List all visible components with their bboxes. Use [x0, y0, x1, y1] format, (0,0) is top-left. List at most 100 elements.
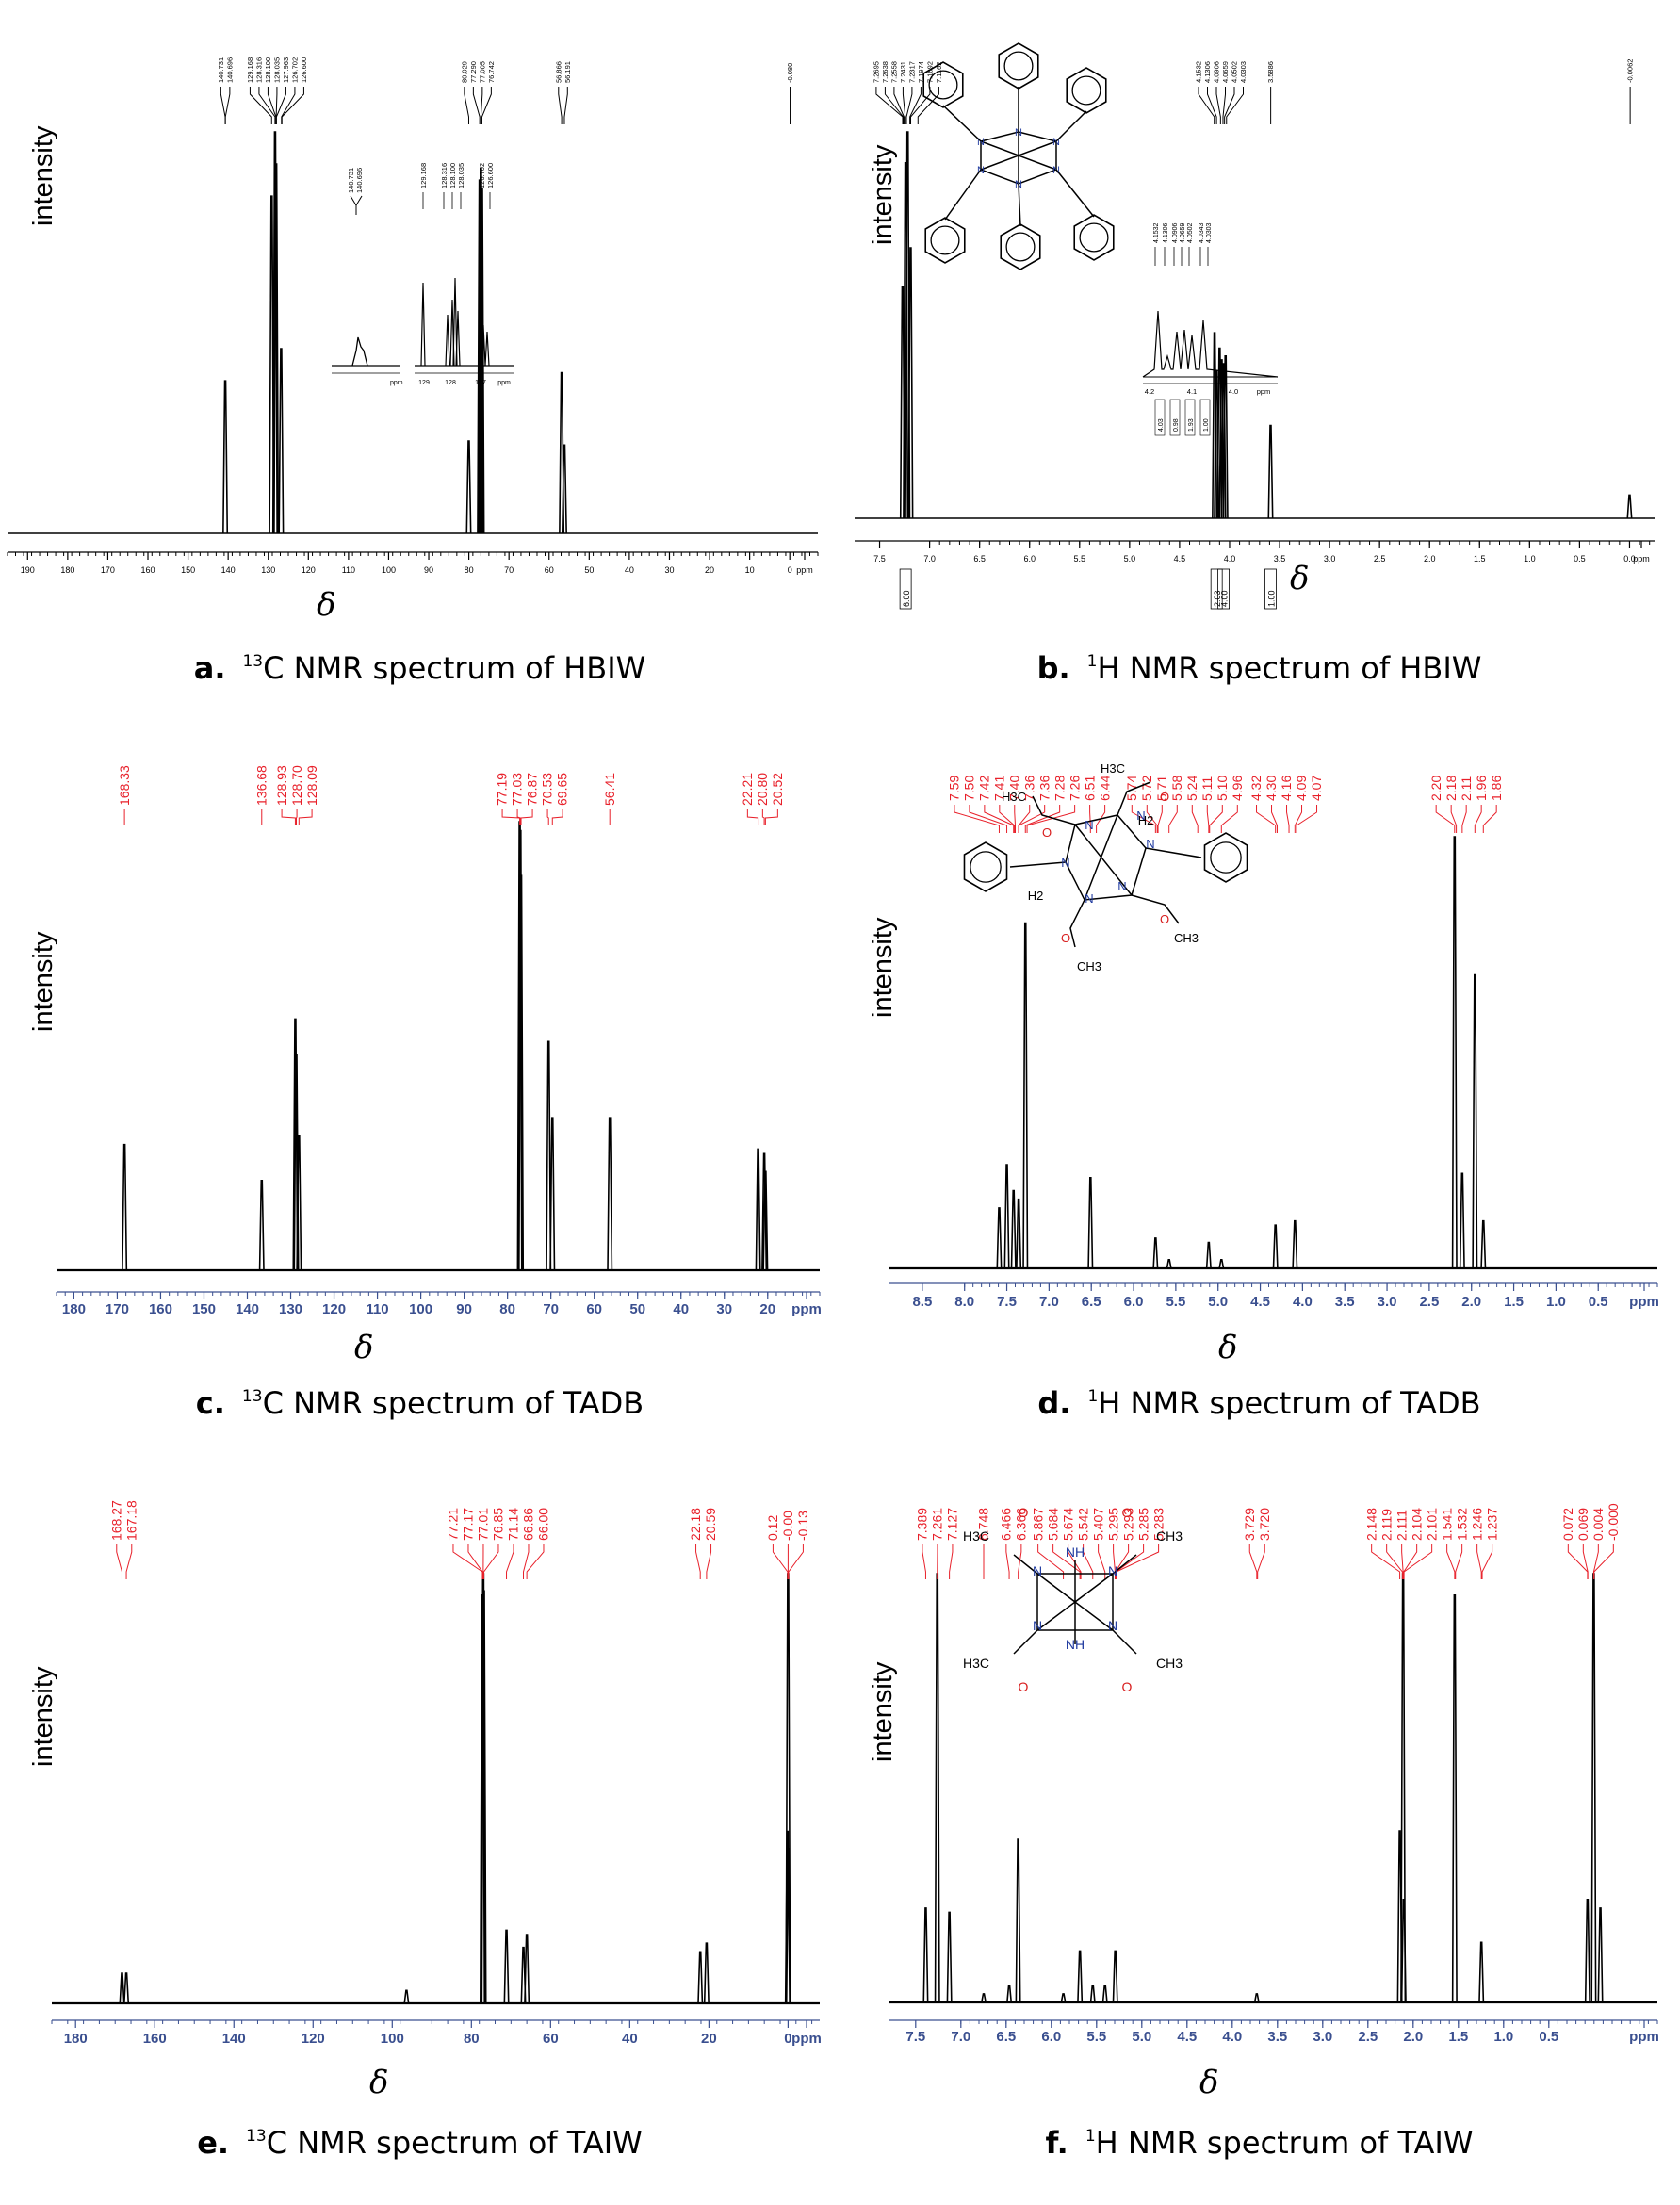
x-tick-label: 4.0	[1222, 2029, 1242, 2045]
spectrum-a: 190 180 170 160 150 140 130 120 110 100 90 80 70 60 50…	[7, 57, 819, 575]
shift-label-leader	[472, 87, 481, 124]
integral-group: 6.00 2.034.00 1.00	[899, 568, 1277, 610]
spectrum-trace-group	[889, 1573, 1657, 2004]
shift-label: 4.16	[1279, 776, 1294, 801]
shift-label-leader	[1474, 805, 1482, 833]
peak-3	[981, 1993, 987, 2003]
benzyl-bond	[1018, 183, 1021, 227]
shift-label: 5.74	[1124, 776, 1139, 801]
x-tick-label: 7.0	[951, 2029, 970, 2045]
caption-b: b. 1H NMR spectrum of HBIW	[840, 650, 1679, 686]
inset-shift-label: 4.1532	[1153, 222, 1160, 243]
integral-box	[1264, 568, 1277, 610]
inset-shift-label: 4.1306	[1163, 222, 1169, 243]
shift-label-leader	[464, 87, 469, 124]
shift-label: -0.00	[780, 1511, 795, 1541]
nitrogen-atom: N	[1015, 127, 1022, 139]
caption-letter: b.	[1036, 650, 1070, 686]
nucleus: C	[266, 2125, 288, 2161]
inset-shift-label: 140.696	[355, 168, 364, 193]
caption-letter: e.	[197, 2125, 230, 2161]
shift-label: 1.237	[1484, 1508, 1499, 1541]
shift-label: 5.58	[1169, 776, 1184, 801]
peak-10	[1272, 1224, 1279, 1269]
x-tick-label: 4.0	[1224, 554, 1236, 564]
shift-label-leader	[1005, 1544, 1010, 1579]
shift-label: 168.27	[108, 1500, 123, 1541]
shift-label: 7.42	[977, 776, 992, 801]
inset-shift-label: 126.600	[486, 163, 495, 188]
shift-label: 7.28	[1052, 776, 1067, 801]
shift-label-leader	[558, 87, 563, 124]
y-axis-label: intensity	[868, 1661, 898, 1762]
group-label: CH3	[1077, 959, 1101, 973]
caption-text: NMR spectrum of TAIW	[1127, 2125, 1474, 2161]
inset-tick-label: 129	[418, 380, 430, 386]
shift-label-leader	[746, 809, 759, 825]
shift-label: 5.293	[1120, 1508, 1135, 1541]
shift-label: 7.2638	[881, 61, 889, 83]
benzyl-bond	[944, 169, 982, 220]
peak-9	[549, 1117, 556, 1271]
peak-4	[1022, 922, 1029, 1269]
shift-label-leader	[1089, 805, 1091, 833]
shift-label-leader	[1461, 805, 1467, 833]
shift-label: 69.65	[555, 773, 570, 806]
inset-shift-label: 4.0303	[1206, 222, 1213, 243]
oxygen-atom: O	[1122, 1505, 1133, 1520]
x-tick-label: 130	[261, 565, 275, 575]
inset-peak-3	[452, 277, 458, 367]
shift-label-leader	[1098, 1544, 1106, 1579]
caption-text: NMR spectrum of TAIW	[297, 2125, 643, 2161]
x-tick-label: 50	[584, 565, 594, 575]
shift-label: 4.0906	[1213, 61, 1221, 83]
benzene-ring	[963, 841, 1008, 892]
shift-label: 77.17	[461, 1508, 476, 1541]
inset-shift-label: 140.731	[347, 168, 355, 193]
x-tick-label: 7.0	[923, 554, 936, 564]
y-axis-label: intensity	[868, 144, 898, 245]
x-tick-label: 90	[424, 565, 433, 575]
x-tick-label: 80	[464, 2031, 480, 2047]
x-tick-label: ppm	[791, 2031, 822, 2047]
peak-13	[762, 1170, 769, 1271]
x-tick-label: ppm	[1629, 1294, 1659, 1310]
aromatic-circle	[930, 225, 960, 255]
shift-label-leader	[1052, 1544, 1081, 1579]
nitrogen-atom: N	[1136, 808, 1145, 823]
shift-label: 7.389	[915, 1508, 930, 1541]
shift-label-leader	[1403, 1544, 1433, 1579]
shift-label: 6.748	[976, 1508, 991, 1541]
group-label: H3C	[1002, 790, 1026, 804]
inset-tick-label: 127	[475, 380, 486, 386]
nitrogen-atom: N	[1117, 879, 1126, 893]
shift-label-leader	[467, 1544, 483, 1579]
caption-text: NMR spectrum of TADB	[293, 1385, 644, 1421]
x-tick-label: 120	[302, 2031, 325, 2047]
inset-shift-label: 126.702	[478, 163, 486, 188]
shift-label: 2.148	[1363, 1508, 1378, 1541]
caption-a: a. 13C NMR spectrum of HBIW	[0, 650, 840, 686]
inset-leader	[355, 195, 363, 206]
group-label: CH3	[1174, 931, 1199, 945]
shift-label-leader	[296, 809, 298, 825]
shift-label: 0.004	[1590, 1508, 1606, 1541]
shift-label: 7.50	[962, 776, 977, 801]
peak-15	[1480, 1219, 1487, 1269]
nucleus-mass: 13	[242, 652, 264, 671]
panel-c: 180 170 160 150 140 130 120 110 100 90 80 70 60 50 40 3…	[0, 735, 840, 1470]
shift-label-leader	[501, 809, 521, 825]
caption-letter: d.	[1037, 1385, 1071, 1421]
shift-label: 20.80	[755, 773, 770, 806]
shift-label-leader	[1567, 1544, 1589, 1579]
shift-label-leader	[695, 1544, 701, 1579]
aromatic-circle	[1210, 841, 1242, 874]
x-tick-label: 30	[664, 565, 674, 575]
shift-label-leader	[1593, 1544, 1614, 1579]
inset-tick-label: ppm	[390, 380, 403, 386]
shift-label: 7.59	[947, 776, 962, 801]
x-tick-label: 160	[143, 2031, 167, 2047]
caption-letter: f.	[1045, 2125, 1068, 2161]
structure-taiw: H3C CH3 H3C CH3 O O O O N N N N NH NH	[963, 1505, 1183, 1694]
shift-label-leader	[1256, 805, 1277, 833]
